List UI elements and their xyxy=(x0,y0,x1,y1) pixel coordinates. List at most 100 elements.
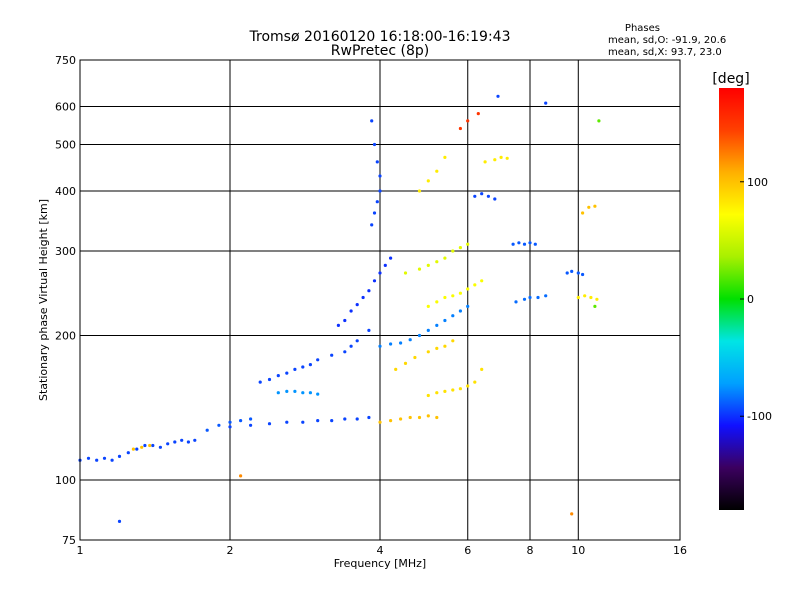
data-point xyxy=(131,447,135,451)
data-point xyxy=(517,241,521,245)
data-point xyxy=(403,271,408,275)
data-point xyxy=(308,363,312,367)
data-point xyxy=(378,420,382,424)
data-point xyxy=(399,341,403,345)
data-point xyxy=(143,443,147,448)
data-point xyxy=(544,101,548,105)
data-point xyxy=(443,389,447,393)
data-point xyxy=(151,443,155,448)
data-point xyxy=(443,256,447,260)
data-point xyxy=(285,420,289,424)
data-point xyxy=(499,155,503,159)
data-point xyxy=(370,223,374,227)
data-point xyxy=(493,197,497,201)
colorbar-tick-label: 100 xyxy=(747,176,768,189)
data-point xyxy=(435,323,439,327)
data-point xyxy=(473,283,477,287)
data-point xyxy=(336,323,340,327)
data-point xyxy=(435,169,439,173)
data-point xyxy=(276,374,280,378)
data-point xyxy=(217,423,221,427)
data-point xyxy=(180,438,184,442)
y-tick-label: 100 xyxy=(55,474,76,487)
data-point xyxy=(522,297,527,301)
data-point xyxy=(496,94,500,98)
data-point xyxy=(349,344,353,348)
y-tick-label: 600 xyxy=(55,101,76,114)
data-point xyxy=(95,458,99,462)
data-point xyxy=(372,279,377,283)
data-point xyxy=(458,309,462,313)
data-point xyxy=(267,377,272,382)
data-point xyxy=(522,242,527,246)
data-point xyxy=(239,419,243,423)
data-point xyxy=(166,442,170,446)
y-tick-label: 750 xyxy=(55,54,76,67)
data-point xyxy=(443,318,447,323)
data-point xyxy=(451,249,455,253)
data-point xyxy=(493,158,497,162)
y-tick-label: 400 xyxy=(55,185,76,198)
data-point xyxy=(86,456,91,460)
data-point xyxy=(451,294,455,298)
data-point xyxy=(343,417,347,421)
chart-title: Tromsø 20160120 16:18:00-16:19:43 xyxy=(249,29,511,45)
data-point xyxy=(581,272,585,277)
x-axis-label: Frequency [MHz] xyxy=(334,557,426,570)
data-point xyxy=(148,443,152,448)
data-point xyxy=(451,339,455,343)
data-point xyxy=(511,242,515,246)
data-point xyxy=(443,295,447,300)
data-point xyxy=(301,420,305,424)
data-point xyxy=(597,119,601,123)
data-point xyxy=(285,371,289,375)
data-point xyxy=(330,353,334,357)
x-tick-label: 2 xyxy=(227,544,234,557)
plot-frame xyxy=(79,59,681,541)
data-point xyxy=(576,295,580,300)
data-point xyxy=(426,179,430,183)
data-point xyxy=(228,420,232,424)
data-point xyxy=(473,194,477,198)
stats-line-o: mean, sd,O: -91.9, 20.6 xyxy=(608,35,726,46)
stats-line-x: mean, sd,X: 93.7, 23.0 xyxy=(608,47,722,58)
data-point xyxy=(480,192,484,196)
data-point xyxy=(451,314,455,318)
data-point xyxy=(367,328,371,332)
data-point xyxy=(576,271,580,275)
data-point xyxy=(443,155,447,159)
y-tick-label: 200 xyxy=(55,330,76,343)
data-point xyxy=(343,350,347,354)
data-point xyxy=(383,263,387,267)
data-point xyxy=(486,194,490,198)
data-point xyxy=(466,287,470,291)
data-point xyxy=(587,205,591,209)
data-point xyxy=(435,415,439,420)
data-point xyxy=(417,333,422,338)
data-point xyxy=(466,384,470,388)
x-tick-label: 10 xyxy=(571,544,585,557)
data-point xyxy=(355,417,359,421)
data-point xyxy=(458,387,462,391)
data-point xyxy=(389,256,393,260)
data-point xyxy=(186,440,190,444)
data-point xyxy=(458,126,462,131)
data-point xyxy=(228,425,232,429)
y-tick-label: 300 xyxy=(55,245,76,258)
data-point xyxy=(593,304,597,308)
data-point xyxy=(193,438,197,442)
data-point xyxy=(435,391,439,395)
y-axis-label: Stationary phase Virtual Height [km] xyxy=(37,199,50,401)
colorbar-tick-label: -100 xyxy=(747,410,772,423)
data-point xyxy=(316,358,320,362)
y-tick-labels: 75 100 200 300 400 500 600 750 xyxy=(55,54,76,547)
data-point xyxy=(505,156,509,160)
data-point xyxy=(370,119,374,123)
data-point xyxy=(483,160,487,164)
data-point xyxy=(140,445,144,449)
data-point xyxy=(258,380,262,384)
data-point xyxy=(293,367,297,371)
data-point xyxy=(316,419,320,423)
data-point xyxy=(570,512,574,516)
